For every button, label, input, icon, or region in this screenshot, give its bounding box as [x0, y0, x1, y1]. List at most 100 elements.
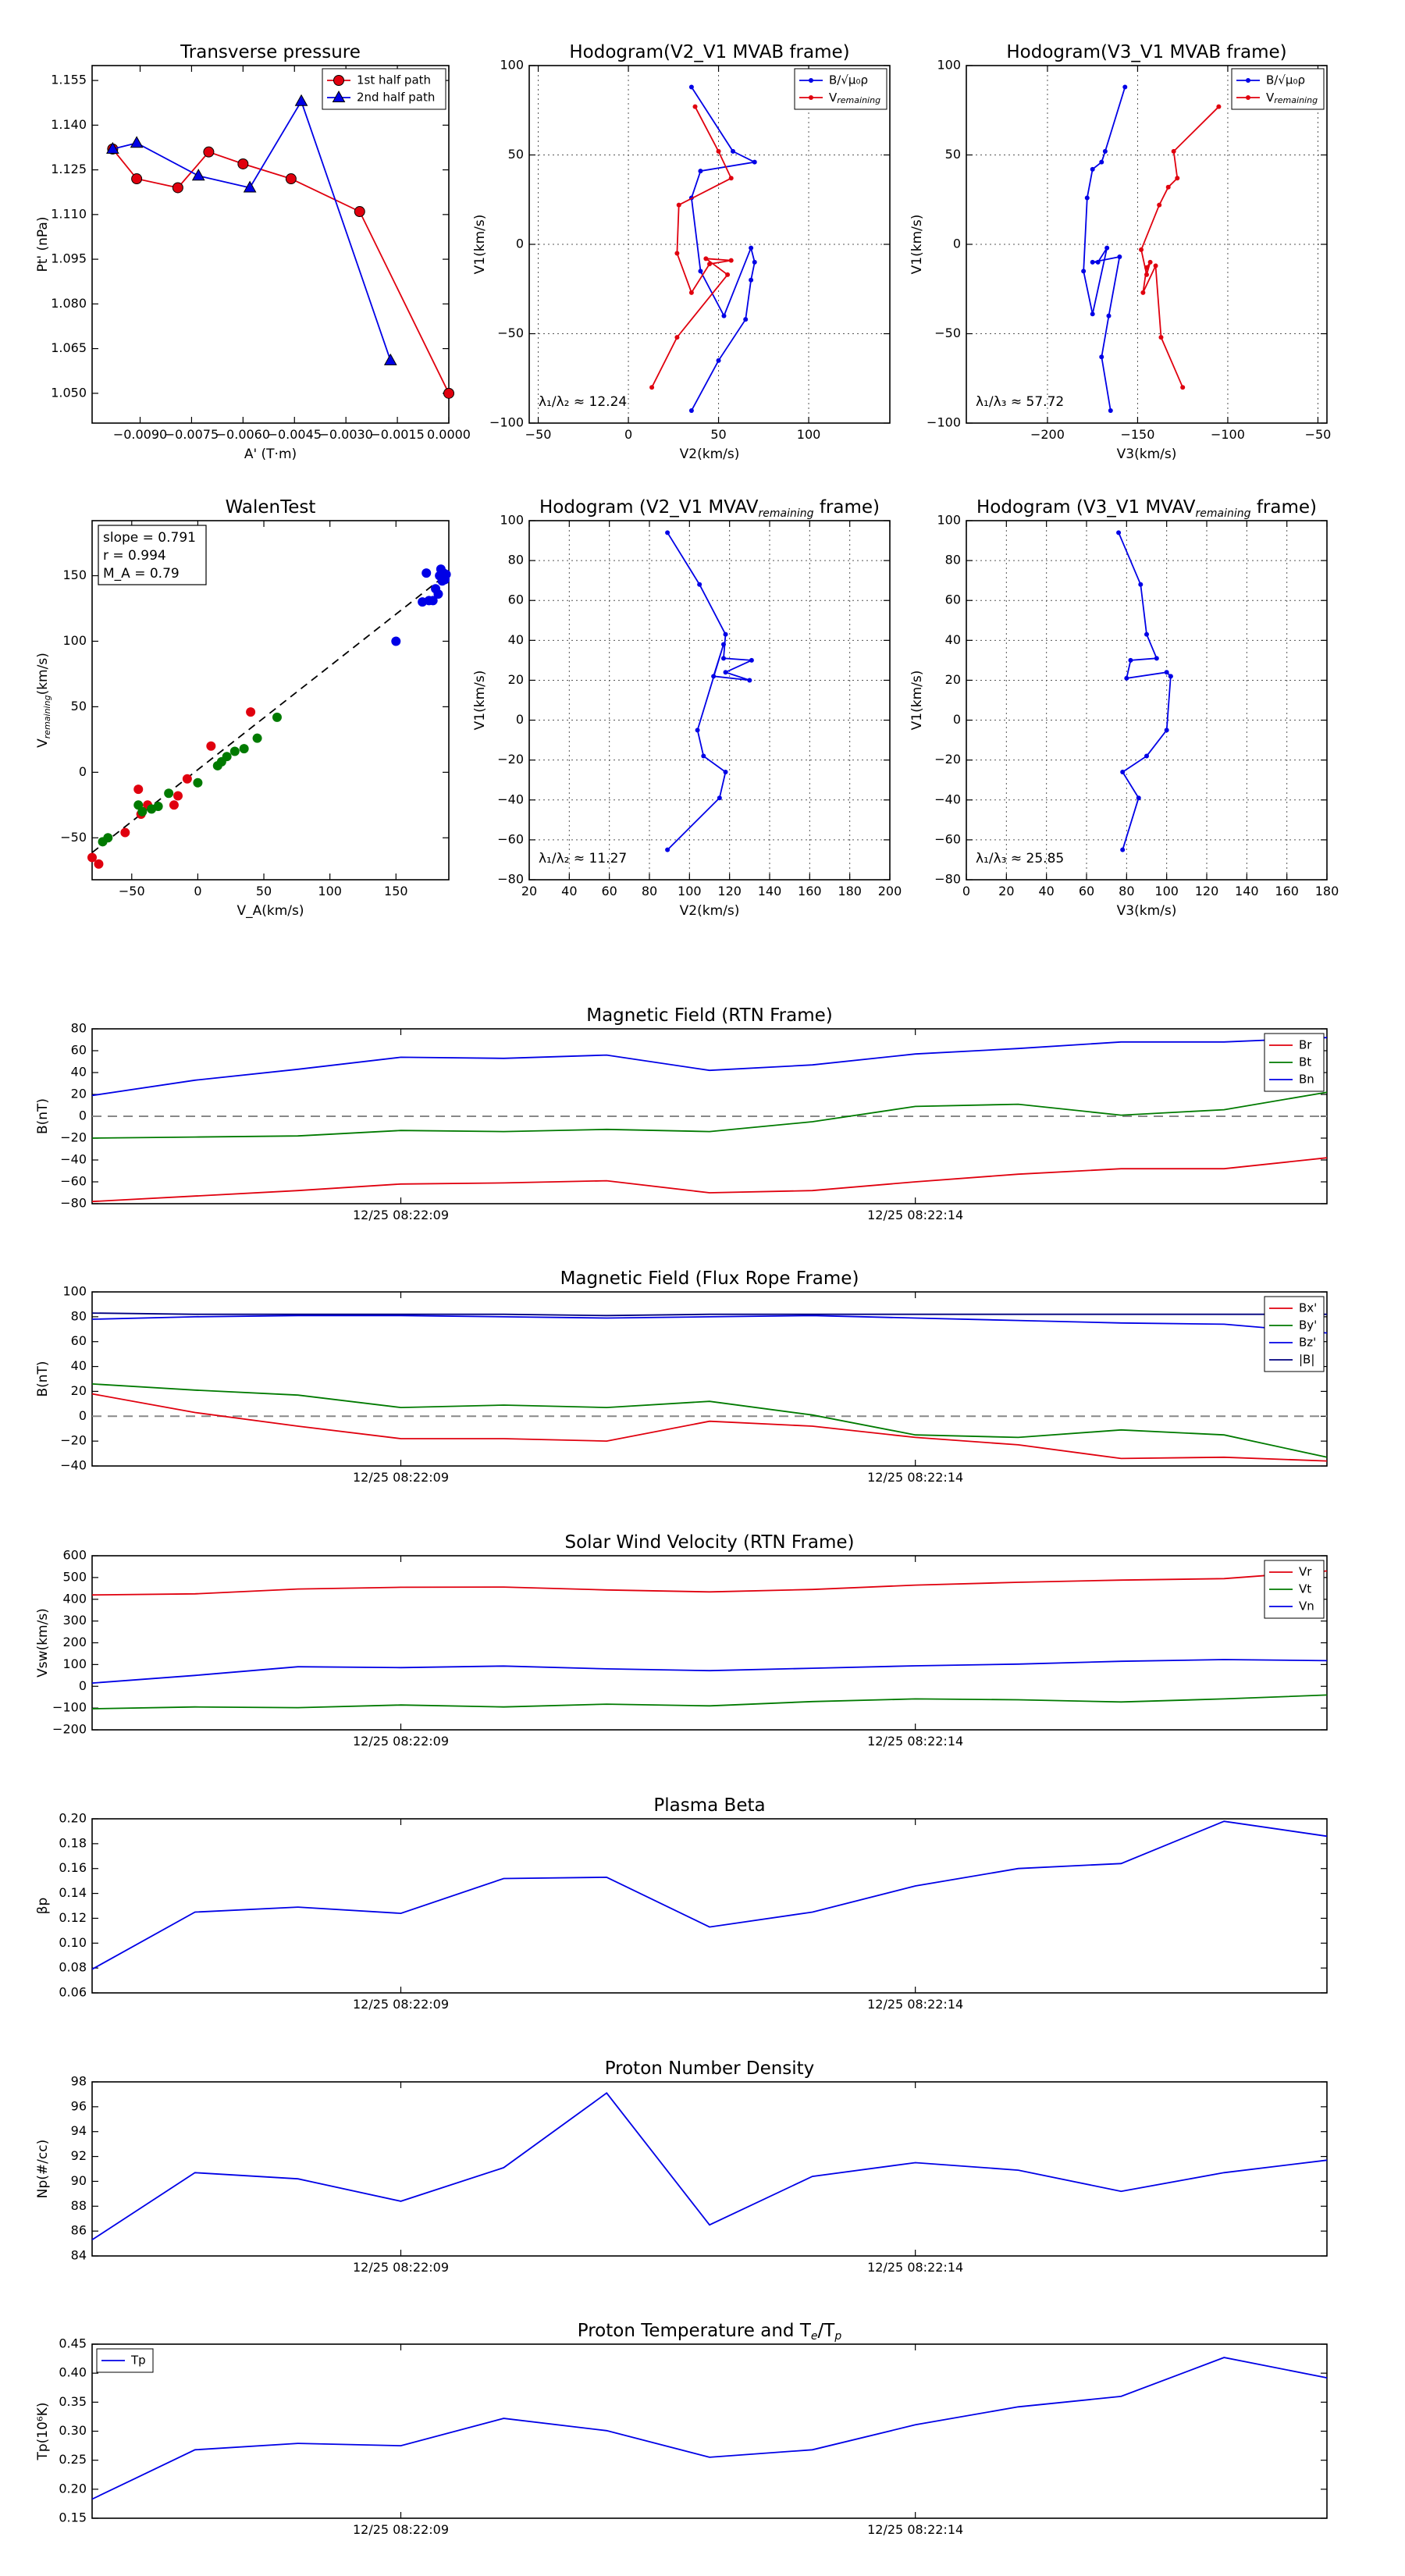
- x-tick-label: 0: [194, 884, 201, 898]
- data-point: [674, 251, 680, 256]
- x-tick-label: 50: [256, 884, 272, 898]
- y-tick-label: 40: [71, 1065, 87, 1080]
- y-tick-label: 60: [945, 592, 961, 607]
- x-tick-label: 100: [797, 427, 821, 442]
- scatter-point-green: [193, 777, 203, 788]
- scatter-point-blue: [441, 569, 451, 579]
- y-tick-label: 80: [508, 553, 524, 568]
- x-tick-label: 40: [561, 884, 577, 898]
- time-tick-label: 12/25 08:22:09: [353, 1208, 449, 1222]
- series-line-circle: [112, 148, 450, 394]
- data-point: [728, 258, 734, 263]
- legend-box: [1231, 68, 1325, 110]
- scatter-point-red: [133, 785, 144, 795]
- y-tick-label: 0.10: [59, 1935, 87, 1950]
- y-tick-label: 50: [71, 699, 87, 713]
- y-tick-label: 1.110: [51, 206, 87, 221]
- series-Np-line: [91, 2092, 1328, 2241]
- data-point: [688, 407, 694, 413]
- y-tick-label: −100: [489, 415, 524, 430]
- data-point: [1165, 184, 1171, 190]
- y-axis-label: V1(km/s): [909, 215, 925, 275]
- data-point: [1153, 263, 1158, 269]
- legend-box: [794, 68, 887, 110]
- data-point: [243, 180, 257, 193]
- legend-label: Br: [1299, 1038, 1312, 1052]
- data-point: [191, 169, 205, 181]
- data-point: [1084, 195, 1090, 201]
- data-point: [1171, 148, 1176, 154]
- series-Bt-line: [91, 1091, 1328, 1139]
- series-line-triangle: [112, 99, 392, 361]
- hodogram-line: [1083, 87, 1126, 411]
- y-tick-label: −100: [52, 1700, 87, 1715]
- legend-box: [322, 68, 446, 110]
- y-tick-label: 0: [79, 1408, 87, 1423]
- x-tick-label: 80: [1119, 884, 1134, 898]
- legend-label: 2nd half path: [357, 91, 435, 105]
- scatter-point-blue: [422, 568, 432, 578]
- legend-label: Vn: [1299, 1599, 1314, 1614]
- scatter-point-blue: [433, 589, 443, 600]
- x-tick-label: −0.0060: [216, 427, 270, 442]
- data-point: [749, 657, 754, 663]
- time-tick-label: 12/25 08:22:14: [867, 1470, 963, 1485]
- y-tick-label: 0.12: [59, 1910, 87, 1925]
- data-point: [698, 269, 703, 274]
- y-tick-label: 92: [71, 2148, 87, 2163]
- panel-vsw: −200 −100 0 100 200 300 400 500 600 Solar Wind Ve…: [35, 1532, 1328, 1749]
- y-tick-label: 1.065: [51, 340, 87, 355]
- data-point: [443, 387, 454, 399]
- data-point: [676, 202, 681, 208]
- data-point: [383, 353, 397, 365]
- y-axis-label: V1(km/s): [472, 215, 488, 275]
- y-tick-label: 0.30: [59, 2423, 87, 2438]
- data-point: [674, 335, 680, 340]
- y-tick-label: 94: [71, 2123, 87, 2138]
- y-axis-label: Vsw(km/s): [35, 1608, 51, 1678]
- time-tick-label: 12/25 08:22:09: [353, 2522, 449, 2537]
- chart-title: Proton Temperature and Te/Tp: [578, 2321, 842, 2343]
- data-point: [203, 146, 215, 158]
- axes-frame: [91, 1291, 1328, 1467]
- x-tick-label: 40: [1038, 884, 1054, 898]
- data-point: [749, 277, 754, 283]
- data-point: [1124, 675, 1129, 681]
- y-tick-label: 0.40: [59, 2365, 87, 2380]
- scatter-point-green: [137, 806, 148, 817]
- y-tick-label: −50: [60, 830, 87, 845]
- y-tick-label: 20: [945, 672, 961, 687]
- series-Vr-line: [91, 1570, 1328, 1596]
- y-tick-label: 1.125: [51, 162, 87, 176]
- x-axis-label: V2(km/s): [680, 903, 740, 919]
- y-tick-label: 20: [71, 1383, 87, 1398]
- data-point: [1138, 582, 1144, 587]
- x-tick-label: −200: [1030, 427, 1065, 442]
- y-tick-label: 98: [71, 2074, 87, 2089]
- y-tick-label: 80: [945, 553, 961, 568]
- x-tick-label: 200: [878, 884, 902, 898]
- y-tick-label: 0: [953, 712, 961, 727]
- chart-title: Magnetic Field (Flux Rope Frame): [560, 1268, 859, 1289]
- data-point: [1081, 269, 1087, 274]
- data-point: [1175, 176, 1180, 181]
- x-tick-label: 50: [710, 427, 726, 442]
- axes-frame: [91, 2343, 1328, 2519]
- panel-walen: −50 0 50 100 150 −50 0 50 100 150 WalenTest V_A(km/…: [35, 497, 451, 919]
- data-point: [692, 104, 698, 109]
- axes-frame: [91, 520, 450, 881]
- legend-marker: [333, 75, 344, 86]
- stats-r: r = 0.994: [103, 548, 166, 564]
- axes-frame: [528, 520, 891, 881]
- data-point: [1099, 159, 1104, 165]
- y-tick-label: 1.140: [51, 117, 87, 132]
- x-tick-label: 180: [838, 884, 862, 898]
- y-tick-label: 100: [62, 1656, 87, 1671]
- y-tick-label: 1.155: [51, 73, 87, 87]
- data-point: [1090, 259, 1095, 265]
- y-tick-label: −50: [934, 326, 961, 340]
- y-tick-label: 100: [500, 513, 524, 528]
- y-tick-label: −80: [60, 1196, 87, 1211]
- panel-bFR: −40 −20 0 20 40 60 80 100 Magnetic Field (Flux R…: [35, 1268, 1328, 1485]
